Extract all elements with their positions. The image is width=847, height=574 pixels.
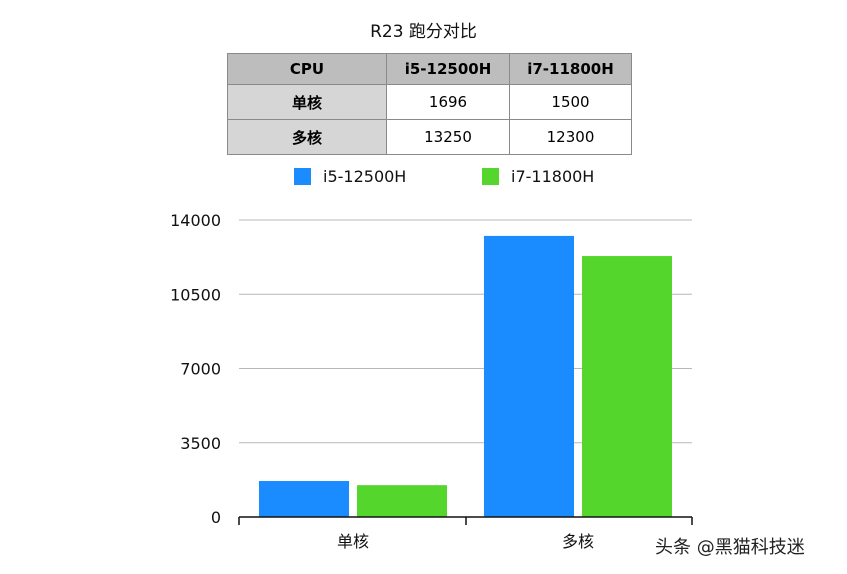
table-row: 多核 13250 12300 — [227, 119, 632, 155]
y-tick-label: 7000 — [180, 360, 221, 379]
table-cell: 12300 — [509, 119, 632, 155]
table-cell: 13250 — [386, 119, 510, 155]
bar-i7-single-core — [357, 485, 447, 517]
legend-label-i7: i7-11800H — [511, 167, 595, 186]
table-header-row: CPU i5-12500H i7-11800H — [227, 53, 632, 85]
y-tick-label: 14000 — [170, 211, 221, 230]
table-header-i7: i7-11800H — [509, 53, 632, 85]
legend-item-i7: i7-11800H — [482, 167, 594, 186]
table-cell: 1696 — [386, 84, 510, 120]
bar-i5-single-core — [259, 481, 349, 517]
table-header-i5: i5-12500H — [386, 53, 510, 85]
legend-item-i5: i5-12500H — [294, 167, 406, 186]
y-tick-label: 3500 — [180, 434, 221, 453]
score-table: CPU i5-12500H i7-11800H 单核 1696 1500 多核 … — [227, 53, 632, 155]
legend-swatch-i7 — [482, 168, 499, 185]
chart-legend: i5-12500H i7-11800H — [0, 167, 847, 187]
chart-title: R23 跑分对比 — [370, 22, 477, 42]
watermark: 头条 @黑猫科技迷 — [655, 537, 805, 558]
legend-label-i5: i5-12500H — [323, 167, 407, 186]
bar-i5-multi-core — [484, 235, 574, 518]
table-row-label: 单核 — [227, 84, 387, 120]
x-category-label: 多核 — [562, 532, 594, 551]
y-tick-label: 0 — [211, 508, 221, 527]
table-row-label: 多核 — [227, 119, 387, 155]
table-row: 单核 1696 1500 — [227, 84, 632, 120]
y-tick-label: 10500 — [170, 285, 221, 304]
legend-swatch-i5 — [294, 168, 311, 185]
bar-i7-multi-core — [582, 256, 672, 517]
table-cell: 1500 — [509, 84, 632, 120]
x-category-label: 单核 — [337, 532, 369, 551]
